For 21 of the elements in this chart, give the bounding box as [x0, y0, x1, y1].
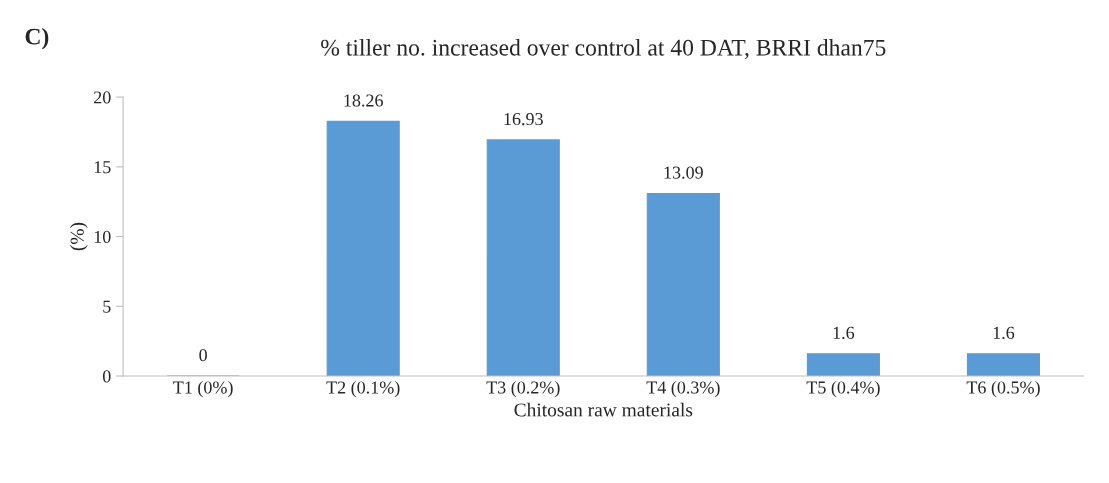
x-tick-label: T1 (0%)	[173, 380, 233, 398]
text: C)	[25, 27, 49, 50]
data-label: 0	[199, 349, 207, 362]
data-label: 13.09	[664, 166, 703, 179]
data-label: 16.93	[504, 112, 543, 126]
x-tick-label: T4 (0.3%)	[646, 380, 720, 398]
y-tick-label: 15	[94, 161, 111, 174]
x-axis-title: Chitosan raw materials	[514, 402, 693, 417]
y-tick-label: 0	[102, 370, 111, 383]
data-label: 18.26	[344, 94, 383, 107]
chart-title: % tiller no. increased over control at 40 DAT, BRRI dhan75	[321, 39, 886, 60]
x-tick-label: T5 (0.4%)	[806, 380, 880, 398]
x-tick-label: T6 (0.5%)	[966, 380, 1040, 398]
y-axis-title: (%)	[70, 222, 88, 251]
y-tick-label: 20	[94, 91, 111, 104]
x-tick-label: T3 (0.2%)	[486, 380, 560, 398]
y-tick-label: 5	[103, 300, 111, 313]
data-label: 1.6	[833, 326, 855, 339]
y-tick-label: 10	[94, 230, 111, 243]
x-tick-label: T2 (0.1%)	[326, 380, 400, 398]
data-label: 1.6	[993, 326, 1015, 339]
